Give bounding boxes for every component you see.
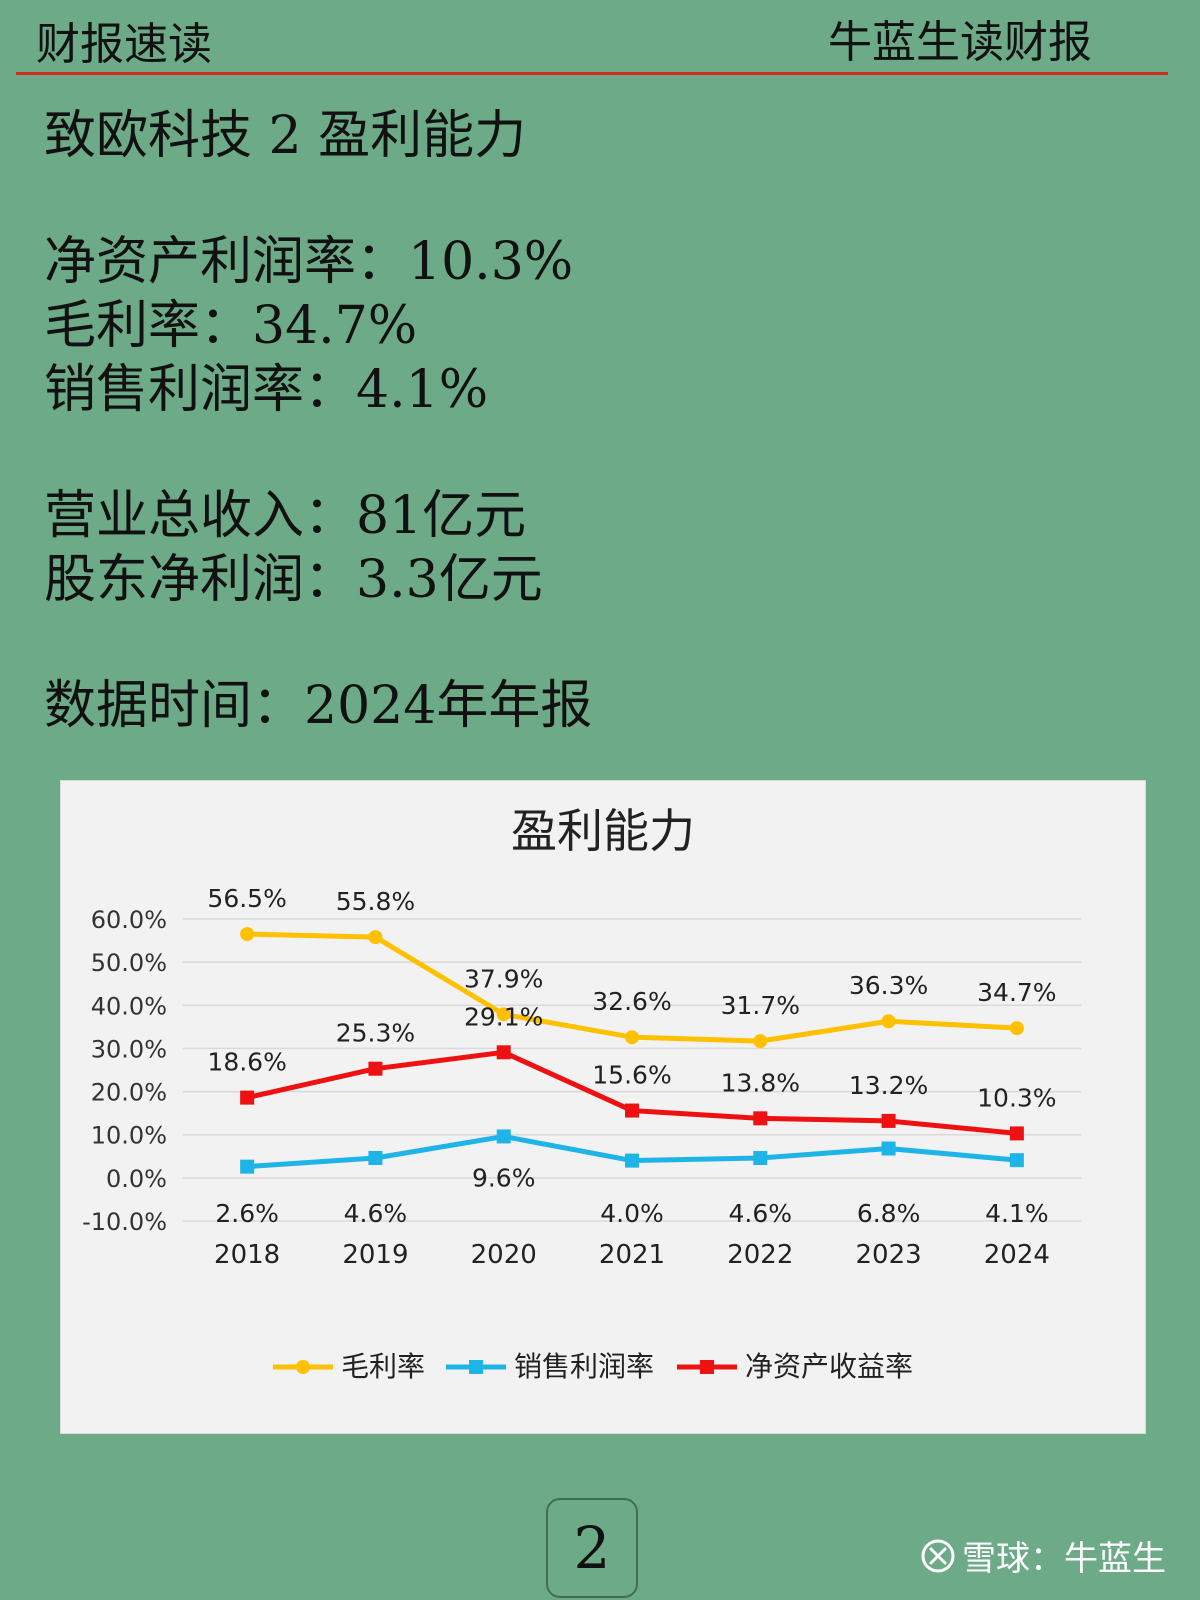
y-tick-label: 30.0% (91, 1035, 167, 1063)
watermark-text: 雪球：牛蓝生 (962, 1539, 1166, 1579)
header-right-title: 牛蓝生读财报 (828, 17, 1092, 68)
y-tick-label: 20.0% (91, 1079, 167, 1107)
chart-title: 盈利能力 (511, 804, 695, 858)
data-point (240, 927, 255, 942)
data-label: 25.3% (336, 1019, 415, 1048)
data-label: 4.1% (985, 1199, 1049, 1228)
data-point (368, 1061, 383, 1076)
metric-label: 销售利润率： (44, 360, 357, 420)
x-tick-label: 2021 (599, 1240, 665, 1270)
metric-value: 10.3% (408, 232, 574, 292)
data-point (625, 1103, 639, 1118)
data-label: 13.2% (849, 1071, 928, 1100)
financial-label: 营业总收入： (44, 486, 357, 546)
data-label: 32.6% (592, 987, 671, 1016)
data-time-value: 2024年年报 (304, 676, 593, 736)
data-point (1009, 1153, 1024, 1168)
financial-label: 股东净利润： (44, 550, 357, 610)
data-label: 29.1% (464, 1002, 543, 1031)
data-label: 18.6% (207, 1048, 286, 1077)
y-tick-label: 0.0% (106, 1165, 167, 1193)
data-label: 6.8% (857, 1199, 921, 1228)
watermark: 雪球：牛蓝生 (920, 1531, 1166, 1580)
data-label: 36.3% (849, 971, 928, 1000)
x-tick-label: 2020 (471, 1240, 537, 1270)
y-tick-label: 40.0% (91, 992, 167, 1020)
data-label: 15.6% (592, 1061, 671, 1090)
data-point (368, 930, 383, 945)
legend-label: 毛利率 (341, 1350, 425, 1383)
data-point (496, 1129, 511, 1144)
y-tick-label: -10.0% (82, 1208, 167, 1236)
data-time-label: 数据时间： (44, 676, 305, 736)
x-tick-label: 2018 (214, 1240, 280, 1270)
financial-value: 81亿元 (356, 486, 527, 546)
chart-panel: 盈利能力 60.0% 50.0% 40.0% 30.0% 20.0% 10.0% 0.0% -… (60, 780, 1146, 1434)
data-label: 10.3% (977, 1083, 1056, 1112)
legend-label: 销售利润率 (514, 1350, 654, 1383)
xueqiu-logo-icon (921, 1539, 955, 1572)
legend-marker (700, 1360, 714, 1374)
data-point (881, 1141, 896, 1156)
data-label: 9.6% (472, 1163, 536, 1192)
metric-row: 销售利润率：4.1% (44, 358, 488, 422)
legend-marker (469, 1360, 483, 1374)
data-label: 4.6% (729, 1199, 793, 1228)
data-point (881, 1014, 896, 1029)
data-label: 55.8% (336, 887, 415, 916)
x-tick-label: 2022 (727, 1240, 793, 1270)
legend-label: 净资产收益率 (745, 1350, 913, 1383)
financial-row: 营业总收入：81亿元 (44, 484, 526, 548)
metric-label: 毛利率： (44, 296, 253, 356)
data-point (1009, 1126, 1024, 1141)
data-point (240, 1090, 255, 1105)
y-tick-label: 10.0% (91, 1122, 167, 1150)
profitability-chart: 盈利能力 60.0% 50.0% 40.0% 30.0% 20.0% 10.0% 0.0% -… (82, 804, 1081, 1383)
page-number: 2 (546, 1498, 638, 1598)
x-tick-label: 2024 (984, 1240, 1050, 1270)
metric-label: 净资产利润率： (44, 232, 409, 292)
data-point (496, 1045, 511, 1060)
header-divider (16, 72, 1168, 75)
data-time-row: 数据时间：2024年年报 (44, 674, 592, 738)
data-point (240, 1159, 255, 1174)
x-tick-label: 2019 (342, 1240, 408, 1270)
data-point (753, 1111, 768, 1126)
page-heading: 致欧科技 2 盈利能力 (44, 106, 527, 166)
metric-row: 毛利率：34.7% (44, 294, 417, 358)
data-label: 4.0% (600, 1199, 664, 1228)
financial-value: 3.3亿元 (356, 550, 543, 610)
data-point (496, 1007, 511, 1022)
data-label: 4.6% (344, 1199, 408, 1228)
data-point (753, 1034, 768, 1049)
data-label: 37.9% (464, 964, 543, 993)
data-point (625, 1030, 639, 1045)
data-point (881, 1113, 896, 1128)
data-point (753, 1151, 768, 1166)
data-point (368, 1151, 383, 1166)
data-label: 2.6% (215, 1199, 279, 1228)
metric-value: 4.1% (356, 360, 489, 420)
x-tick-label: 2023 (855, 1240, 921, 1270)
legend-marker (296, 1360, 310, 1374)
data-point (625, 1153, 639, 1168)
metric-value: 34.7% (252, 296, 418, 356)
data-label: 34.7% (977, 978, 1056, 1007)
header-left-title: 财报速读 (36, 19, 212, 70)
data-label: 56.5% (207, 884, 286, 913)
data-point (1009, 1021, 1024, 1036)
metric-row: 净资产利润率：10.3% (44, 230, 573, 294)
y-tick-label: 60.0% (91, 906, 167, 934)
financial-row: 股东净利润：3.3亿元 (44, 548, 543, 612)
data-label: 31.7% (721, 991, 800, 1020)
data-label: 13.8% (721, 1068, 800, 1097)
y-tick-label: 50.0% (91, 949, 167, 977)
